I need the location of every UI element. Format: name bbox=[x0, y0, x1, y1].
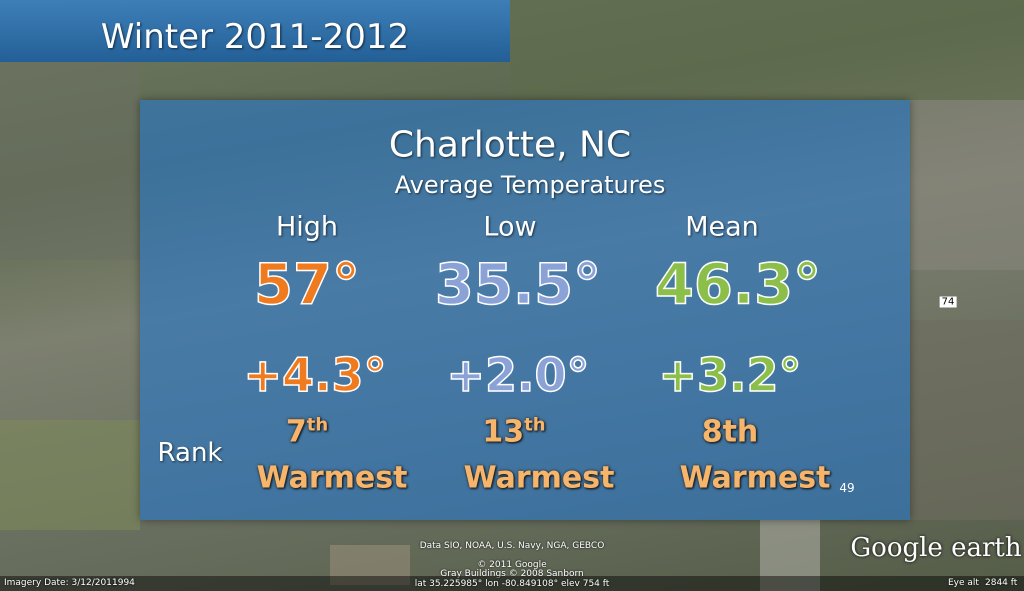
imagery-date: Imagery Date: 3/12/2011 bbox=[4, 578, 118, 588]
rank: 8th bbox=[702, 415, 759, 450]
logo: Google earth bbox=[850, 533, 1022, 563]
city: Charlotte, NC bbox=[388, 124, 632, 166]
road-shield: 49 bbox=[839, 481, 855, 495]
rank-label: Rank bbox=[157, 438, 223, 468]
attribution: Data SIO, NOAA, U.S. Navy, NGA, GEBCO bbox=[419, 541, 605, 551]
rank-suffix: th bbox=[524, 414, 546, 436]
year: 1994 bbox=[112, 578, 135, 588]
subtitle: Average Temperatures bbox=[394, 171, 666, 199]
column-header: High bbox=[275, 211, 339, 243]
eye-alt-label: Eye alt bbox=[948, 578, 979, 588]
info-panel bbox=[140, 100, 910, 520]
coordinates: lat 35.225985° lon -80.849108° elev 754 … bbox=[414, 579, 610, 589]
temperature: 46.3° bbox=[654, 252, 822, 319]
anomaly: +3.2° bbox=[658, 347, 803, 403]
anomaly: +2.0° bbox=[446, 347, 591, 403]
highway-shield: 74 bbox=[939, 296, 957, 308]
rank-word: Warmest bbox=[463, 460, 615, 496]
title: Winter 2011-2012 bbox=[100, 17, 410, 57]
rank-word: Warmest bbox=[679, 460, 831, 496]
rank: 7th bbox=[286, 415, 328, 450]
title-bar bbox=[0, 0, 510, 62]
status-bar bbox=[0, 576, 1024, 591]
anomaly: +4.3° bbox=[243, 347, 388, 403]
rank: 13th bbox=[482, 415, 545, 450]
rank-number: 13 bbox=[482, 414, 525, 450]
rank-number: 8th bbox=[701, 414, 759, 450]
temperature: 35.5° bbox=[434, 252, 602, 319]
column-header: Low bbox=[483, 211, 537, 243]
attribution: Gray Buildings © 2008 Sanborn bbox=[440, 569, 584, 579]
column-header: Mean bbox=[685, 211, 759, 243]
rank-suffix: th bbox=[306, 414, 329, 436]
eye-alt: 2844 ft bbox=[985, 578, 1018, 588]
rank-number: 7 bbox=[285, 414, 307, 450]
rank-word: Warmest bbox=[256, 460, 408, 496]
attribution: © 2011 Google bbox=[477, 560, 547, 570]
temperature: 57° bbox=[253, 252, 360, 319]
